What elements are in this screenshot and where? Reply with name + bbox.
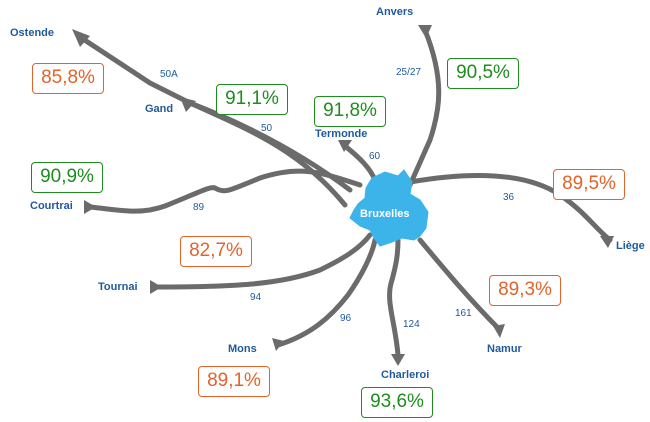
hub-label: Bruxelles: [360, 208, 410, 220]
punctuality-mons: 89,1%: [198, 366, 270, 397]
endpoint-anvers: [418, 25, 432, 38]
line-number-anvers: 25/27: [396, 67, 422, 78]
city-courtrai: Courtrai: [30, 200, 73, 212]
endpoint-liege: [600, 236, 614, 248]
endpoint-namur: [493, 324, 505, 338]
route-gand: [187, 100, 348, 208]
city-tournai: Tournai: [98, 281, 138, 293]
punctuality-charleroi: 93,6%: [361, 387, 433, 418]
line-number-tournai: 94: [250, 292, 262, 303]
city-gand: Gand: [145, 103, 174, 115]
city-anvers: Anvers: [376, 6, 414, 18]
route-charleroi: [387, 237, 401, 358]
city-charleroi: Charleroi: [381, 369, 430, 381]
route-liege: [407, 173, 613, 243]
endpoint-charleroi: [391, 354, 405, 366]
punctuality-ostende: 85,8%: [32, 63, 104, 94]
punctuality-anvers: 90,5%: [447, 58, 519, 89]
line-number-liege: 36: [503, 192, 515, 203]
city-liege: Liège: [616, 240, 645, 252]
line-number-ostende: 50A: [160, 69, 178, 80]
route-namur: [417, 237, 503, 333]
punctuality-courtrai: 90,9%: [31, 162, 103, 193]
line-number-gand: 50: [261, 123, 273, 134]
punctuality-liege: 89,5%: [553, 169, 625, 200]
route-tournai: [152, 232, 373, 290]
punctuality-namur: 89,3%: [489, 275, 561, 306]
endpoint-tournai: [150, 280, 162, 294]
punctuality-tournai: 82,7%: [180, 236, 252, 267]
route-mons: [275, 237, 378, 348]
route-courtrai: [87, 168, 363, 214]
junction-gand: [180, 97, 196, 112]
line-number-namur: 161: [455, 308, 472, 319]
line-number-charleroi: 124: [403, 319, 420, 330]
endpoint-ostende: [72, 29, 90, 47]
city-namur: Namur: [487, 343, 522, 355]
line-number-termonde: 60: [369, 151, 381, 162]
city-ostende: Ostende: [10, 27, 55, 39]
line-number-courtrai: 89: [193, 202, 205, 213]
city-termonde: Termonde: [315, 128, 368, 140]
endpoint-courtrai: [84, 200, 96, 214]
city-mons: Mons: [228, 343, 257, 355]
punctuality-termonde: 91,8%: [314, 96, 386, 127]
endpoint-mons: [272, 338, 284, 351]
line-number-mons: 96: [340, 313, 352, 324]
punctuality-gand: 91,1%: [216, 84, 288, 115]
brussels-region: [349, 169, 429, 247]
endpoint-termonde: [338, 140, 352, 152]
route-anvers: [407, 27, 442, 188]
